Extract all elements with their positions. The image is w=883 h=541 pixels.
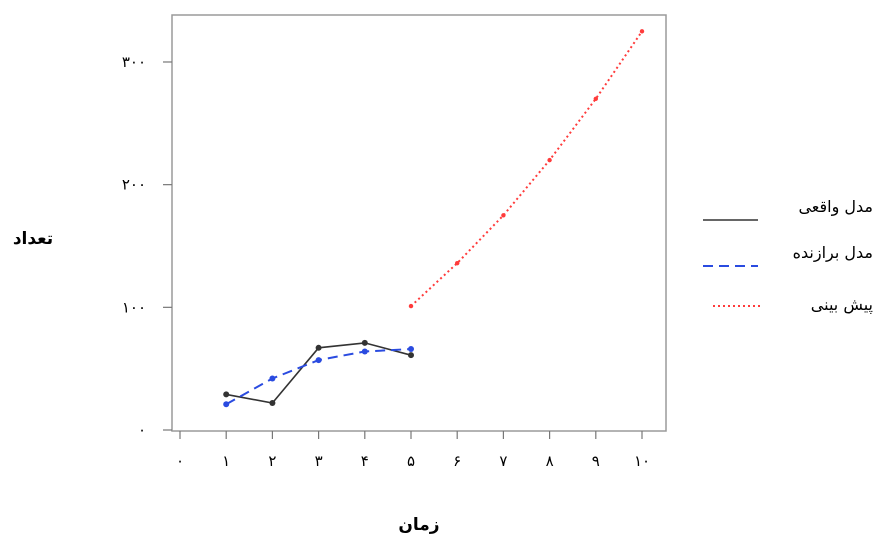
data-point xyxy=(223,391,230,398)
data-point xyxy=(269,400,276,407)
data-point xyxy=(315,344,322,351)
x-tick-label: ۴ xyxy=(361,452,369,470)
data-point xyxy=(408,303,414,309)
data-point xyxy=(547,157,552,163)
y-axis-title: تعداد xyxy=(13,229,53,249)
x-tick-label: ۹ xyxy=(592,452,600,470)
data-point xyxy=(361,339,368,346)
data-point xyxy=(639,29,645,34)
x-tick-label: ۱۰ xyxy=(634,452,650,470)
x-tick-label: ۷ xyxy=(499,452,507,470)
y-tick-label: ۱۰۰ xyxy=(122,298,146,316)
series-layer xyxy=(223,29,645,408)
data-point xyxy=(408,346,414,353)
x-tick-label: ۶ xyxy=(453,452,461,470)
legend: مدل واقعی مدل برازنده پیش بینی xyxy=(703,197,873,315)
series-line-2 xyxy=(410,30,643,307)
data-point xyxy=(455,260,460,266)
legend-label: مدل واقعی xyxy=(798,197,873,217)
legend-label: مدل برازنده xyxy=(793,243,873,263)
x-tick-label: ۸ xyxy=(546,452,554,470)
data-point xyxy=(269,375,276,382)
x-tick-label: ۳ xyxy=(315,452,323,470)
data-point xyxy=(223,401,230,408)
x-tick-label: ۰ xyxy=(176,452,184,470)
y-tick-label: ۲۰۰ xyxy=(122,176,146,194)
data-point xyxy=(361,348,368,355)
y-tick-label: ۰ xyxy=(138,421,146,439)
data-point xyxy=(593,96,598,101)
plot-area xyxy=(171,14,667,432)
x-tick-label: ۱ xyxy=(222,452,230,470)
legend-label: پیش بینی xyxy=(811,295,873,315)
y-tick-label: ۳۰۰ xyxy=(122,53,146,71)
x-axis-ticks: ۰ ۱ ۲ ۳ ۴ ۵ ۶ ۷ ۸ ۹ ۱۰ xyxy=(176,431,650,470)
x-axis-title: زمان xyxy=(398,515,439,535)
data-point xyxy=(315,357,322,364)
y-axis-ticks: ۰ ۱۰۰ ۲۰۰ ۳۰۰ xyxy=(122,53,172,439)
x-tick-label: ۵ xyxy=(407,452,415,470)
data-point xyxy=(501,213,506,218)
x-tick-label: ۲ xyxy=(268,452,276,470)
data-point xyxy=(408,352,414,359)
